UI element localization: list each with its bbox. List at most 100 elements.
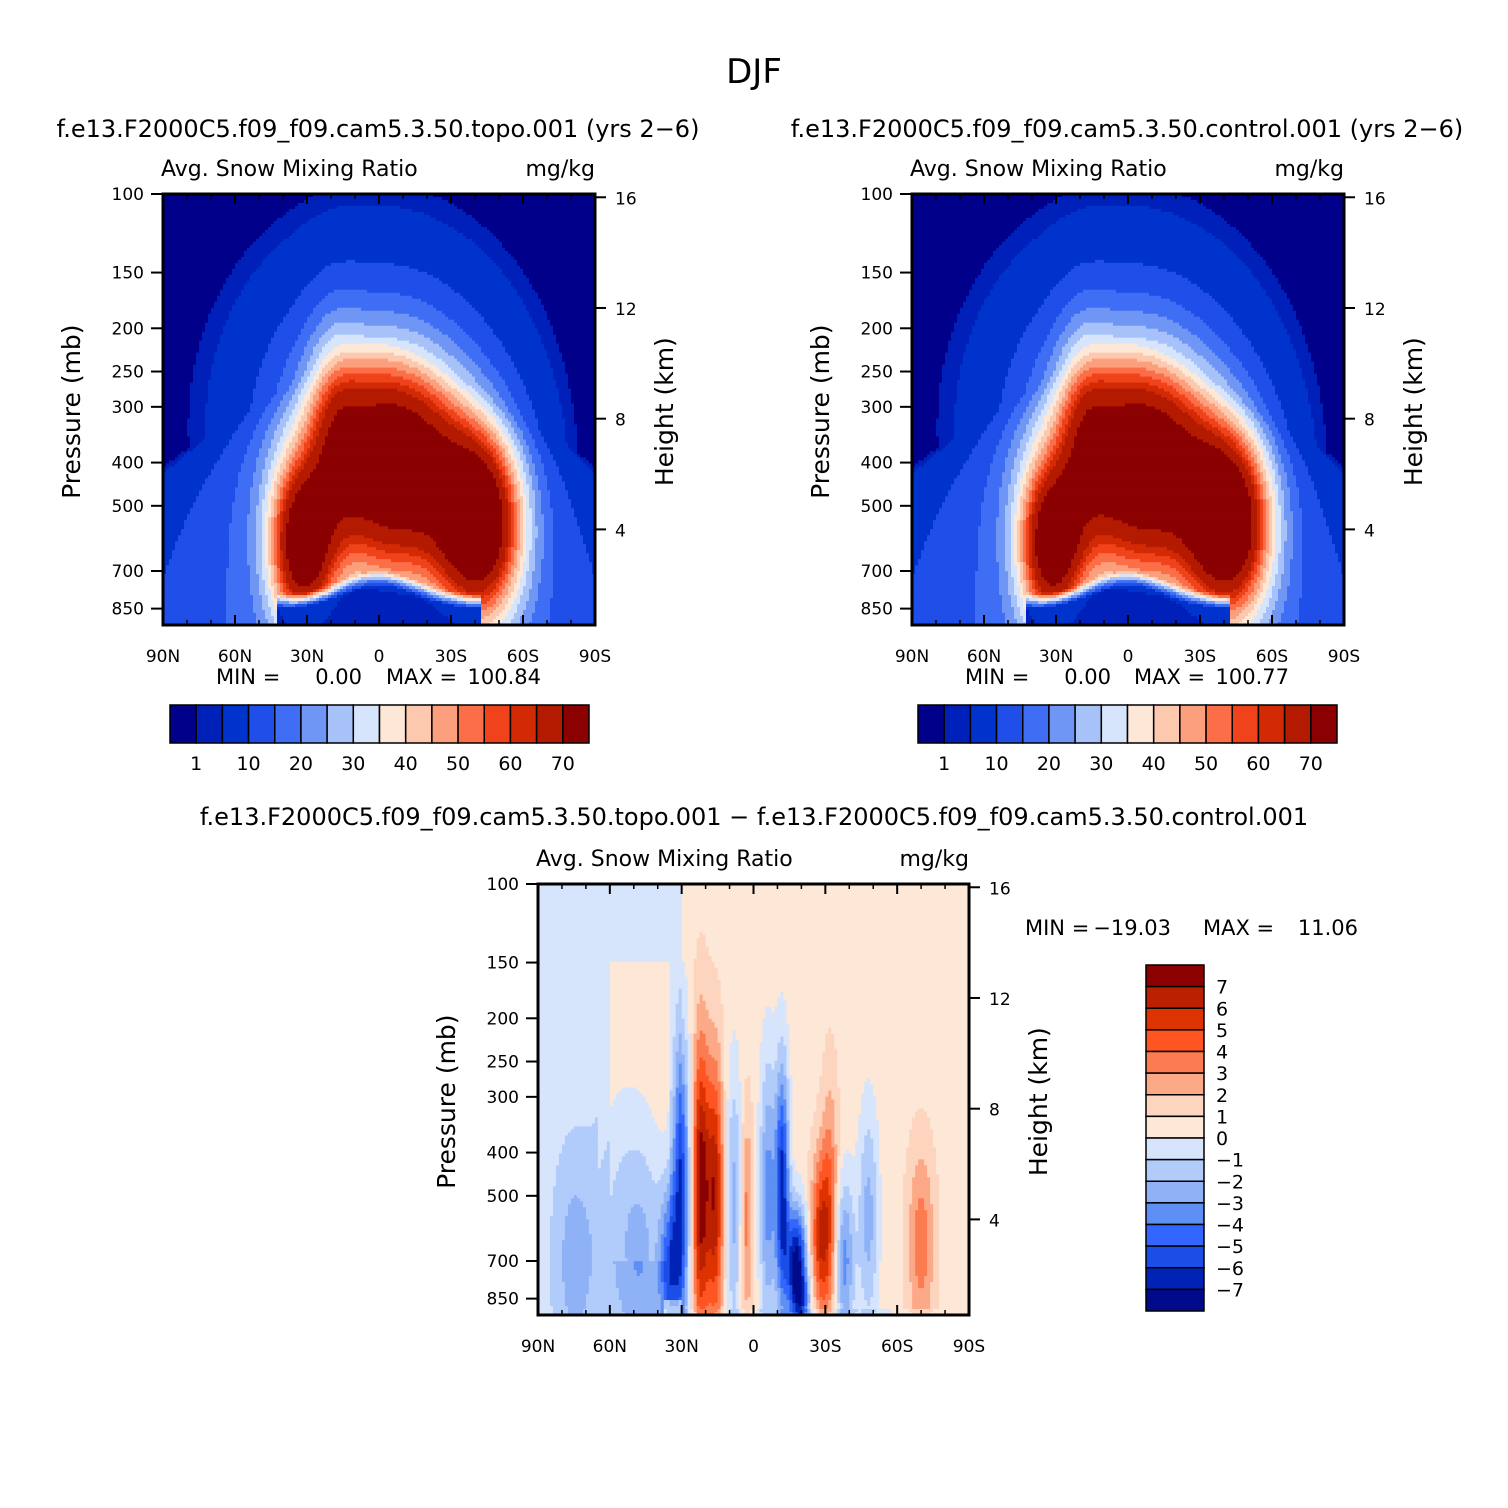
colorbar-label: 10 [236,753,260,775]
colorbar-box [1145,1202,1205,1226]
y-right-tick-label: 16 [615,189,637,209]
y-tick-label: 150 [861,264,893,284]
x-tick-label: 30N [290,647,324,667]
colorbar-label: −3 [1216,1193,1244,1215]
y-tick-label: 300 [487,1088,519,1108]
x-tick-label: 60N [593,1337,627,1357]
y-axis-label: Pressure (mb) [432,1014,461,1188]
colorbar-box [1152,704,1181,744]
min-value: 0.00 [1064,665,1111,689]
y-right-axis-label: Height (km) [1399,337,1428,486]
colorbar-box [1231,704,1260,744]
colorbar-label: 30 [341,753,365,775]
colorbar-box [1145,1288,1205,1312]
colorbar-box [1145,1180,1205,1204]
colorbar-label: 1 [190,753,202,775]
colorbar-box [995,704,1024,744]
panel-title: f.e13.F2000C5.f09_f09.cam5.3.50.topo.001… [57,115,700,143]
right-string: mg/kg [525,157,595,182]
colorbar-label: 2 [1216,1085,1228,1107]
colorbar-label: 5 [1216,1020,1228,1042]
colorbar-box [1145,1094,1205,1118]
y-right-tick-label: 12 [1364,300,1386,320]
colorbar-box [1145,1223,1205,1247]
max-label: MAX = [386,665,457,689]
y-tick-label: 100 [861,185,893,205]
colorbar-label: 50 [1194,753,1218,775]
colorbar-label: −7 [1216,1279,1244,1301]
x-tick-label: 0 [374,647,385,667]
y-right-tick-label: 8 [1364,411,1375,431]
max-value: 100.84 [468,665,541,689]
y-tick-label: 300 [112,398,144,418]
colorbar-label: −1 [1216,1150,1244,1172]
left-string: Avg. Snow Mixing Ratio [536,847,793,872]
y-right-tick-label: 4 [615,521,626,541]
x-tick-label: 90S [579,647,611,667]
y-tick-label: 250 [112,363,144,383]
y-tick-label: 500 [861,497,893,517]
panel-title: f.e13.F2000C5.f09_f09.cam5.3.50.topo.001… [200,803,1308,831]
colorbar-box [300,704,328,744]
colorbar-label: 6 [1216,998,1228,1020]
colorbar-box [1022,704,1050,744]
x-tick-label: 30N [1039,647,1073,667]
max-label: MAX = [1134,665,1205,689]
colorbar-box [917,704,945,744]
colorbar-box [1257,704,1286,744]
colorbar-box [1145,1007,1205,1031]
y-right-tick-label: 8 [615,411,626,431]
contour-field [163,194,595,625]
colorbar-label: 40 [1142,753,1166,775]
max-value: 11.06 [1298,916,1358,940]
y-tick-label: 400 [861,454,893,474]
y-right-tick-label: 8 [989,1101,1000,1121]
colorbar-box [1100,704,1129,744]
x-tick-label: 90N [895,647,929,667]
x-tick-label: 30S [809,1337,841,1357]
y-tick-label: 150 [487,954,519,974]
y-tick-label: 500 [487,1187,519,1207]
y-right-tick-label: 4 [1364,521,1375,541]
y-tick-label: 400 [487,1144,519,1164]
colorbar-box [195,704,224,744]
colorbar-box [1145,1115,1205,1139]
left-string: Avg. Snow Mixing Ratio [161,157,418,182]
colorbar-box [1126,704,1155,744]
panel-control: f.e13.F2000C5.f09_f09.cam5.3.50.control.… [791,115,1464,775]
colorbar-box [1145,1137,1205,1161]
max-value: 100.77 [1216,665,1289,689]
colorbar-label: 70 [1299,753,1323,775]
x-tick-label: 60N [218,647,252,667]
colorbar-label: 50 [446,753,470,775]
colorbar-box [1205,704,1233,744]
y-axis-label: Pressure (mb) [57,324,86,498]
y-tick-label: 850 [487,1290,519,1310]
figure-title: DJF [726,52,782,92]
y-tick-label: 700 [861,562,893,582]
colorbar: 1 10 20 30 40 50 60 70 [917,704,1338,775]
colorbar-label: 4 [1216,1042,1228,1064]
colorbar-label: 60 [1246,753,1270,775]
x-tick-label: 0 [748,1337,759,1357]
colorbar-box [274,704,302,744]
x-tick-label: 60S [1256,647,1288,667]
y-tick-label: 200 [487,1009,519,1029]
y-right-tick-label: 12 [989,990,1011,1010]
colorbar-box [1179,704,1207,744]
colorbar-box [1048,704,1076,744]
colorbar-label: 1 [938,753,950,775]
y-tick-label: 150 [112,264,144,284]
y-axis-label: Pressure (mb) [806,324,835,498]
colorbar-box [1145,1245,1205,1269]
x-tick-label: 60S [507,647,539,667]
right-string: mg/kg [1274,157,1344,182]
colorbar: 1 10 20 30 40 50 60 70 [169,704,590,775]
colorbar-box [1145,1050,1205,1074]
y-tick-label: 300 [861,398,893,418]
colorbar-box [431,704,459,744]
y-tick-label: 100 [487,875,519,895]
min-label: MIN = [1025,916,1089,940]
